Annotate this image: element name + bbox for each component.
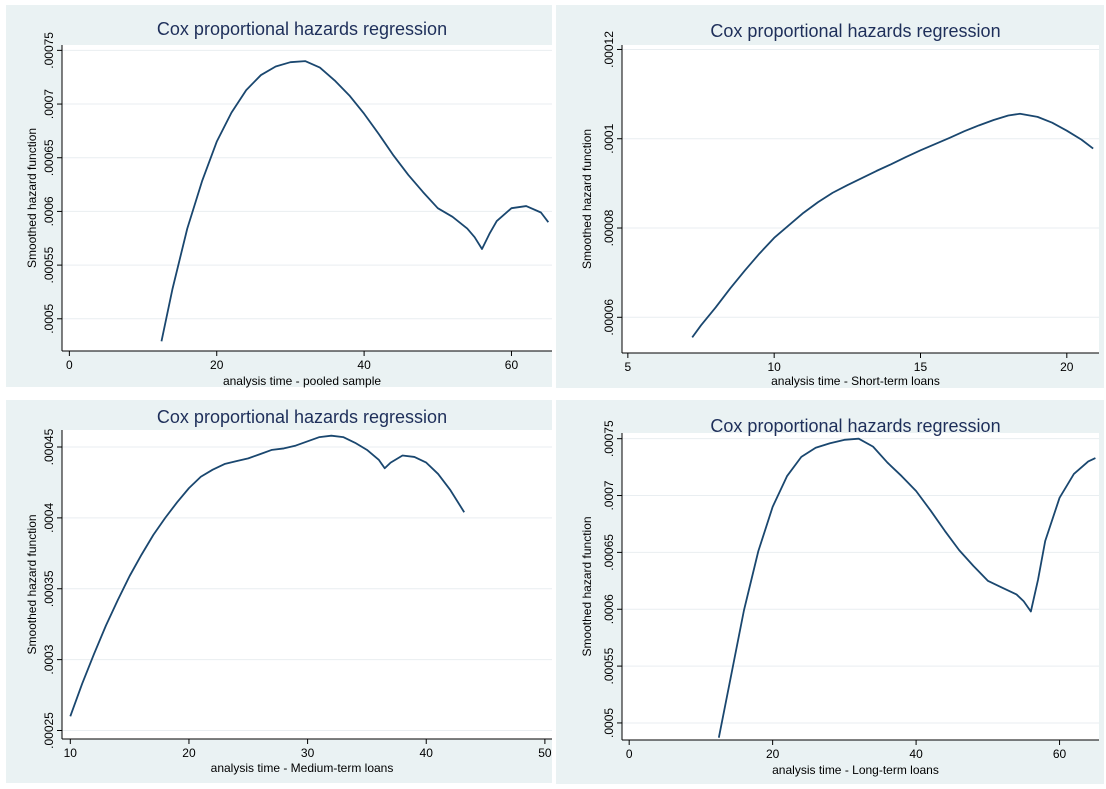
y-tick-label: .00055	[602, 647, 616, 684]
plot-area	[62, 45, 552, 351]
chart-title: Cox proportional hazards regression	[710, 21, 1000, 41]
y-axis-title: Smoothed hazard function	[25, 514, 39, 654]
y-tick-label: .0007	[42, 89, 56, 119]
x-tick-label: 20	[766, 747, 780, 761]
x-tick-label: 10	[64, 746, 78, 760]
x-axis-title: analysis time - pooled sample	[223, 374, 381, 388]
hazard-line	[69, 434, 465, 717]
y-tick-label: .00065	[602, 534, 616, 571]
plot-area	[622, 433, 1099, 740]
x-tick-label: 40	[909, 747, 923, 761]
x-tick-label: 60	[505, 358, 519, 372]
hazard-line	[160, 60, 550, 342]
chart-title: Cox proportional hazards regression	[710, 416, 1000, 436]
x-tick-label: 60	[1053, 747, 1067, 761]
x-tick-label: 15	[914, 360, 928, 374]
x-tick-label: 10	[767, 360, 781, 374]
y-tick-label: .00055	[42, 246, 56, 283]
y-axis-title: Smoothed hazard function	[25, 128, 39, 268]
x-tick-label: 40	[420, 746, 434, 760]
y-axis-title: Smoothed hazard function	[580, 129, 594, 269]
y-tick-label: .0006	[602, 594, 616, 624]
y-tick-label: .00065	[42, 139, 56, 176]
x-axis-title: analysis time - Medium-term loans	[211, 761, 394, 775]
y-tick-label: .0004	[42, 503, 56, 533]
plot-area	[622, 45, 1099, 353]
plot-area	[62, 430, 552, 739]
chart-panel-3: 10 20 30 40 50 .00025 .0003 .00035 .0004 .00045 Co…	[6, 400, 552, 783]
y-tick-label: .00035	[42, 570, 56, 607]
y-tick-label: .00008	[602, 209, 616, 246]
x-tick-label: 30	[301, 746, 315, 760]
chart-panel-1: 0 20 40 60 .0005 .00055 .0006 .00065 .0007 .00075…	[6, 5, 552, 388]
y-tick-label: .0003	[42, 644, 56, 674]
x-tick-label: 5	[625, 360, 632, 374]
hazard-line	[717, 437, 1096, 738]
chart-panel-2: 5 10 15 20 .00006 .00008 .0001 .00012 Cox propor…	[556, 5, 1104, 388]
y-tick-label: .00012	[602, 31, 616, 68]
x-tick-label: 20	[1060, 360, 1074, 374]
x-axis-title: analysis time - Long-term loans	[772, 763, 939, 777]
x-axis-title: analysis time - Short-term loans	[771, 374, 940, 388]
x-tick-label: 50	[538, 746, 552, 760]
x-tick-label: 0	[66, 358, 73, 372]
x-tick-label: 40	[357, 358, 371, 372]
chart-title: Cox proportional hazards regression	[157, 19, 447, 39]
y-tick-label: .00045	[42, 428, 56, 465]
hazard-line	[691, 112, 1094, 338]
x-tick-label: 0	[626, 747, 633, 761]
y-tick-label: .0007	[602, 480, 616, 510]
y-axis-title: Smoothed hazard function	[580, 516, 594, 656]
y-tick-label: .0005	[602, 708, 616, 738]
y-tick-label: .0001	[602, 123, 616, 153]
y-tick-label: .00075	[42, 32, 56, 69]
y-tick-label: .0005	[42, 303, 56, 333]
x-tick-label: 20	[182, 746, 196, 760]
y-tick-label: .00075	[602, 420, 616, 457]
chart-panel-4: 0 20 40 60 .0005 .00055 .0006 .00065 .0007 .00075…	[556, 400, 1104, 784]
y-tick-label: .0006	[42, 196, 56, 226]
y-tick-label: .00025	[42, 712, 56, 749]
chart-title: Cox proportional hazards regression	[157, 407, 447, 427]
y-tick-label: .00006	[602, 299, 616, 336]
x-tick-label: 20	[210, 358, 224, 372]
